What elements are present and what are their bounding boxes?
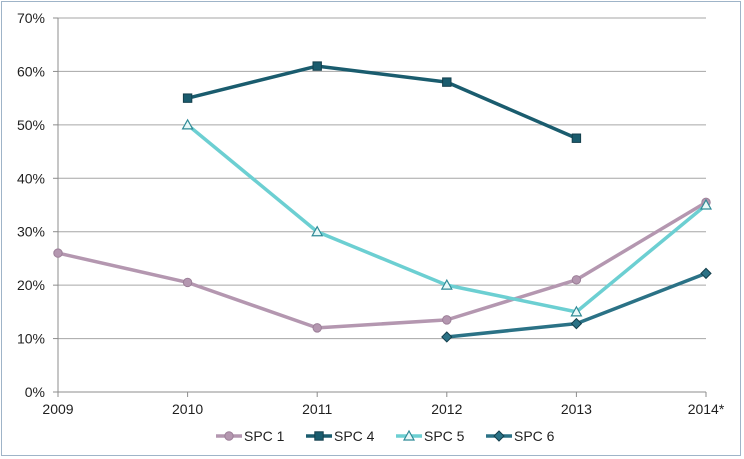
y-tick-label: 20% (17, 277, 45, 293)
y-tick-labels: 0% 10% 20% 30% 40% 50% 60% 70% (17, 10, 45, 400)
data-point-spc-4 (571, 133, 582, 143)
data-point-spc-5 (440, 278, 453, 290)
data-point-spc-5 (699, 198, 713, 210)
legend-item-spc-6: SPC 6 (486, 428, 555, 444)
y-tick-label: 30% (17, 224, 45, 240)
legend-item-spc-5: SPC 5 (396, 428, 465, 444)
x-tick-label: 2014* (688, 401, 725, 417)
data-point-spc-6 (441, 331, 453, 343)
x-tick-label: 2011 (302, 401, 332, 417)
legend-label-spc-5: SPC 5 (424, 428, 465, 444)
y-tick-label: 70% (17, 10, 45, 26)
legend-marker-spc-1 (224, 431, 234, 441)
data-point-spc-1 (312, 323, 322, 333)
legend-label-spc-6: SPC 6 (514, 428, 555, 444)
data-point-spc-5 (181, 118, 194, 130)
legend-item-spc-1: SPC 1 (216, 428, 285, 444)
series-line-spc-4 (185, 64, 579, 140)
x-tick-label: 2009 (42, 401, 73, 417)
series-markers (53, 61, 713, 343)
gridlines (58, 17, 706, 340)
data-point-spc-1 (442, 315, 452, 325)
x-tick-label: 2012 (431, 401, 462, 417)
series-lines (56, 64, 708, 339)
data-point-spc-4 (182, 93, 193, 103)
data-point-spc-4 (312, 61, 322, 71)
series-line-spc-1 (56, 200, 708, 330)
data-point-spc-6 (700, 267, 712, 280)
data-point-spc-6 (570, 317, 583, 330)
legend-marker-spc-4 (314, 431, 324, 441)
y-tick-label: 60% (17, 63, 45, 79)
x-tick-label: 2013 (561, 401, 592, 417)
legend-label-spc-1: SPC 1 (244, 428, 285, 444)
data-point-spc-4 (442, 77, 452, 87)
data-point-spc-1 (571, 275, 582, 285)
legend: SPC 1 SPC 4 SPC 5 SPC 6 (216, 428, 555, 444)
data-point-spc-1 (182, 277, 193, 288)
y-tick-label: 10% (17, 331, 45, 347)
data-point-spc-5 (570, 305, 583, 317)
y-tick-label: 50% (17, 117, 45, 133)
y-tick-label: 40% (17, 170, 45, 186)
legend-label-spc-4: SPC 4 (334, 428, 375, 444)
legend-marker-spc-6 (493, 430, 505, 442)
axes (53, 17, 707, 397)
legend-marker-spc-5 (402, 429, 416, 441)
x-tick-label: 2010 (172, 401, 203, 417)
data-point-spc-1 (53, 248, 63, 258)
data-point-spc-5 (311, 225, 324, 237)
x-tick-labels: 2009 2010 2011 2012 2013 2014* (42, 401, 724, 417)
legend-item-spc-4: SPC 4 (306, 428, 375, 444)
y-tick-label: 0% (25, 384, 45, 400)
